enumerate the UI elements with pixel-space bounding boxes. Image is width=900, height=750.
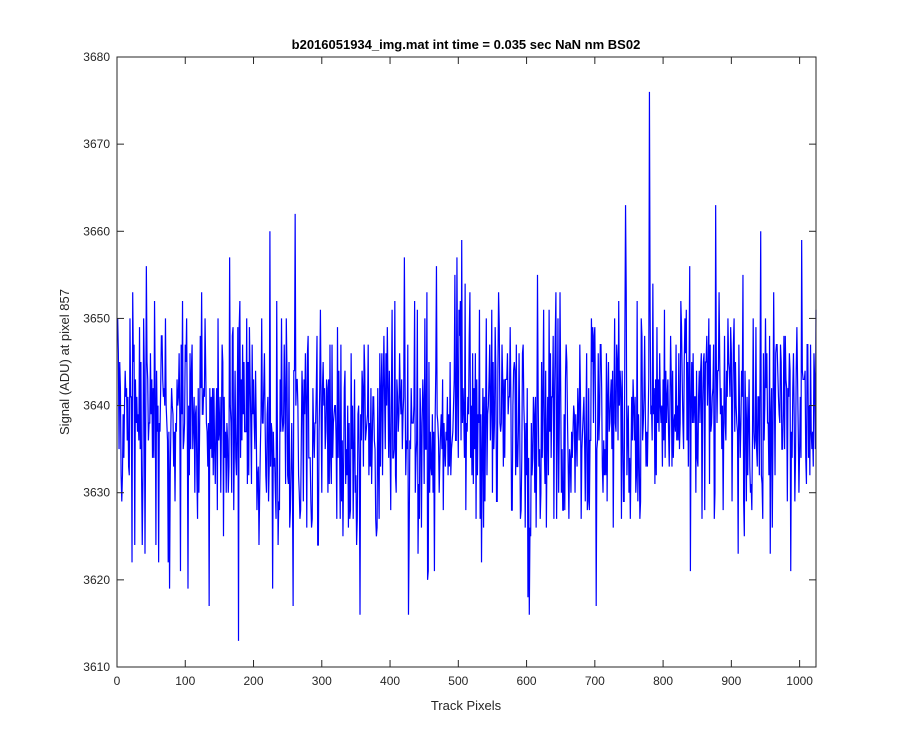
y-tick-label: 3640 xyxy=(83,399,110,413)
y-tick-label: 3680 xyxy=(83,50,110,64)
y-tick-label: 3660 xyxy=(83,224,110,238)
x-tick-label: 0 xyxy=(114,674,121,688)
x-axis-label: Track Pixels xyxy=(431,698,502,713)
x-tick-label: 400 xyxy=(380,674,400,688)
series-line xyxy=(117,91,817,641)
series-layer xyxy=(117,91,817,641)
axes-box xyxy=(116,56,817,668)
x-tick-label: 700 xyxy=(585,674,605,688)
y-axis: 3610 3620 3630 3640 3650 3660 3670 3680 xyxy=(83,50,816,674)
y-tick-label: 3670 xyxy=(83,137,110,151)
chart-title: b2016051934_img.mat int time = 0.035 sec… xyxy=(292,37,641,52)
y-tick-label: 3620 xyxy=(83,573,110,587)
x-tick-label: 900 xyxy=(721,674,741,688)
y-tick-label: 3650 xyxy=(83,311,110,325)
x-tick-label: 1000 xyxy=(786,674,813,688)
x-tick-label: 200 xyxy=(244,674,264,688)
x-tick-label: 500 xyxy=(448,674,468,688)
x-axis: 0 100 200 300 400 500 600 700 800 900 1000 xyxy=(114,57,813,688)
x-tick-label: 800 xyxy=(653,674,673,688)
x-tick-label: 100 xyxy=(175,674,195,688)
y-tick-label: 3630 xyxy=(83,486,110,500)
x-tick-label: 300 xyxy=(312,674,332,688)
y-tick-label: 3610 xyxy=(83,660,110,674)
x-tick-label: 600 xyxy=(517,674,537,688)
y-axis-label: Signal (ADU) at pixel 857 xyxy=(57,289,72,435)
